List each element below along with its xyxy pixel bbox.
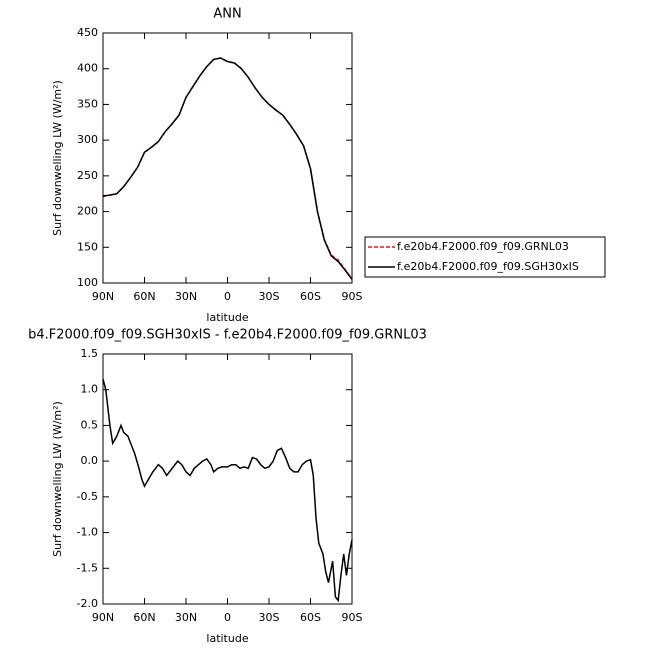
- y-tick-label: 450: [77, 26, 98, 39]
- y-axis-label: Surf downwelling LW (W/m²): [51, 401, 64, 557]
- x-axis-label: latitude: [206, 632, 248, 645]
- x-tick-label: 90S: [342, 290, 363, 303]
- legend-label: f.e20b4.F2000.f09_f09.SGH30xIS: [397, 260, 579, 273]
- y-tick-label: -1.0: [77, 526, 98, 539]
- y-tick-label: -1.5: [77, 561, 98, 574]
- x-tick-label: 30S: [259, 611, 280, 624]
- y-axis-label: Surf downwelling LW (W/m²): [51, 80, 64, 236]
- y-tick-label: -0.5: [77, 490, 98, 503]
- x-tick-label: 90N: [92, 290, 114, 303]
- x-tick-label: 0: [224, 611, 231, 624]
- data-line: [102, 57, 353, 280]
- x-tick-label: 60N: [133, 290, 155, 303]
- y-tick-label: 350: [77, 97, 98, 110]
- data-line: [102, 378, 353, 603]
- x-tick-label: 30S: [259, 290, 280, 303]
- y-tick-label: 300: [77, 133, 98, 146]
- x-tick-label: 0: [224, 290, 231, 303]
- x-axis-label: latitude: [206, 311, 248, 324]
- y-tick-label: 0.5: [81, 418, 99, 431]
- x-tick-label: 30N: [175, 611, 197, 624]
- y-tick-label: 400: [77, 62, 98, 75]
- chart-title: ANN: [213, 7, 241, 22]
- x-tick-label: 60N: [133, 611, 155, 624]
- x-tick-label: 90N: [92, 611, 114, 624]
- plot-frame: [102, 32, 353, 284]
- x-tick-label: 60S: [300, 611, 321, 624]
- y-tick-label: -2.0: [77, 597, 98, 610]
- y-tick-label: 150: [77, 240, 98, 253]
- data-line: [102, 57, 353, 280]
- x-tick-label: 90S: [342, 611, 363, 624]
- legend-label: f.e20b4.F2000.f09_f09.GRNL03: [397, 240, 569, 253]
- y-tick-label: 200: [77, 205, 98, 218]
- legend-box: [364, 236, 606, 278]
- plot-frame: [102, 353, 353, 605]
- y-tick-label: 1.5: [81, 347, 99, 360]
- x-tick-label: 30N: [175, 290, 197, 303]
- chart-title: b4.F2000.f09_f09.SGH30xIS - f.e20b4.F200…: [28, 328, 427, 343]
- y-tick-label: 0.0: [81, 454, 99, 467]
- y-tick-label: 100: [77, 276, 98, 289]
- y-tick-label: 1.0: [81, 383, 99, 396]
- y-tick-label: 250: [77, 169, 98, 182]
- x-tick-label: 60S: [300, 290, 321, 303]
